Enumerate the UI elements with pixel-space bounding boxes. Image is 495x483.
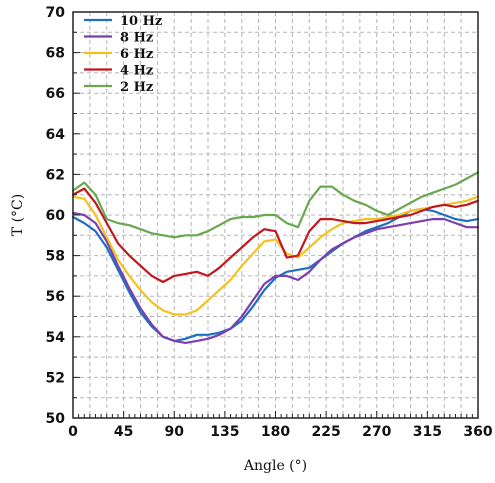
y-tick-label: 62	[46, 167, 65, 183]
series-line	[71, 211, 480, 344]
legend: 10 Hz 8 Hz6 Hz 4 Hz2 Hz	[84, 14, 162, 95]
x-tick-label: 225	[312, 424, 341, 440]
legend-entry: 4 Hz	[120, 64, 153, 79]
y-tick-label: 52	[46, 370, 65, 386]
y-tick-label: 64	[46, 127, 66, 143]
x-tick-label: 90	[165, 424, 185, 440]
x-axis-title: Angle (°)	[243, 458, 307, 474]
series-lines	[71, 171, 480, 344]
y-tick-label: 70	[46, 5, 66, 21]
y-tick-label: 66	[46, 86, 65, 102]
tick-labels: 0 45 90 135 180 225 270 315 360 50 52 54 56 58 60 62 64 6…	[46, 5, 493, 440]
y-axis-title: T (°C)	[10, 194, 26, 236]
y-tick-label: 58	[46, 249, 65, 265]
x-tick-label: 270	[362, 424, 391, 440]
x-tick-label: 360	[463, 424, 492, 440]
y-tick-label: 54	[46, 330, 66, 346]
x-tick-label: 45	[114, 424, 133, 440]
y-tick-label: 60	[46, 208, 66, 224]
grid-lines	[73, 12, 478, 418]
y-tick-label: 68	[46, 46, 65, 62]
x-tick-label: 315	[413, 424, 442, 440]
legend-entry: 8 Hz	[120, 31, 153, 46]
legend-entry: 2 Hz	[120, 80, 153, 95]
x-tick-label: 0	[68, 424, 78, 440]
series-line	[71, 171, 480, 239]
legend-entry: 6 Hz	[120, 47, 153, 62]
axis-ticks	[72, 11, 479, 419]
series-line	[71, 195, 480, 316]
legend-entry: 10 Hz	[120, 14, 162, 29]
x-tick-label: 135	[210, 424, 239, 440]
x-tick-label: 180	[261, 424, 290, 440]
series-line	[71, 187, 480, 284]
y-tick-label: 50	[46, 411, 66, 427]
y-tick-label: 56	[46, 289, 65, 305]
